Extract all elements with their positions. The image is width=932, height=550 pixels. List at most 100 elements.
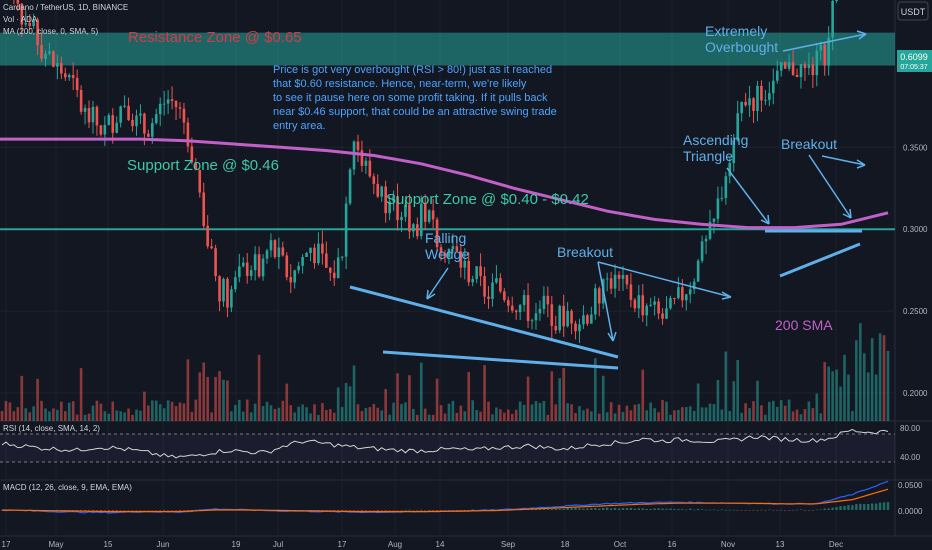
macd-hist-bar: [554, 508, 557, 510]
macd-hist-bar: [590, 508, 593, 510]
volume-bar: [641, 369, 645, 421]
volume-bar: [530, 404, 534, 421]
candle-body: [495, 278, 498, 283]
candles: [13, 0, 838, 344]
candle-body: [135, 115, 138, 127]
candle-body: [443, 253, 447, 257]
volume-bar: [253, 403, 257, 421]
macd-hist-bar: [685, 509, 688, 511]
volume-bar: [847, 374, 850, 421]
candle-body: [336, 257, 340, 279]
volume-bar: [451, 400, 455, 421]
current-price: 0.6099: [900, 52, 928, 62]
candle-body: [526, 295, 530, 322]
candle-body: [530, 320, 534, 322]
volume-bar: [459, 405, 463, 421]
macd-hist-bar: [791, 510, 795, 511]
macd-hist-bar: [704, 509, 708, 511]
volume-bar: [210, 412, 213, 421]
macd-hist-bar: [799, 509, 803, 511]
volume-bar: [487, 401, 490, 421]
y-tick-label: 0.3500: [903, 143, 928, 152]
volume-bar: [52, 408, 55, 421]
volume-bar: [32, 406, 35, 421]
macd-hist-bar: [712, 509, 716, 511]
candle-body: [344, 203, 348, 257]
candle-body: [447, 248, 451, 257]
candle-body: [431, 210, 435, 220]
volume-bar: [360, 410, 364, 421]
macd-hist-bar: [534, 509, 538, 510]
volume-bar: [538, 402, 542, 421]
candle-body: [24, 22, 28, 25]
volume-bar: [241, 411, 245, 421]
volume-bar: [819, 413, 823, 421]
candle-body: [771, 80, 775, 94]
candle-body: [154, 114, 158, 124]
volume-bar: [423, 408, 427, 421]
volume-bar: [87, 413, 91, 421]
volume-bar: [720, 409, 724, 421]
macd-hist-bar: [186, 510, 190, 511]
macd-hist-bar: [780, 509, 783, 511]
volume-bar: [554, 404, 558, 421]
macd-hist-bar: [716, 509, 720, 511]
volume-bar: [416, 414, 419, 421]
candle-body: [487, 296, 490, 299]
macd-hist-bar: [863, 504, 866, 510]
candle-body: [582, 315, 585, 325]
candle-body: [815, 50, 819, 76]
macd-hist-bar: [190, 510, 194, 511]
macd-hist-bar: [681, 509, 684, 510]
volume-bar: [546, 414, 550, 421]
macd-hist-bar: [451, 509, 455, 511]
candle-body: [716, 198, 720, 219]
candle-body: [605, 278, 609, 280]
candle-body: [214, 248, 217, 277]
macd-hist-bar: [609, 508, 613, 510]
macd-hist-bar: [396, 510, 399, 511]
candle-body: [36, 19, 39, 46]
candle-body: [265, 250, 269, 259]
volume-bar: [696, 383, 700, 421]
volume-bar: [704, 407, 708, 421]
macd-hist-bar: [435, 510, 439, 511]
volume-bar: [558, 378, 562, 421]
x-tick-label: Sep: [501, 540, 516, 549]
volume-bar: [182, 403, 186, 421]
macd-hist-bar: [143, 510, 146, 511]
candle-body: [123, 105, 126, 107]
volume-bar: [131, 414, 134, 421]
candle-body: [325, 253, 328, 268]
macd-hist-bar: [677, 509, 680, 510]
time-axis[interactable]: 17 May 15 Jun 19 Jul 17 Aug 14 Sep 18 Oct 16 Nov 13 Dec: [2, 540, 844, 549]
candle-body: [684, 294, 688, 301]
volume-bar: [119, 411, 122, 421]
volume-bar: [147, 405, 150, 421]
x-tick-label: 17: [338, 540, 347, 549]
macd-hist-bar: [803, 510, 807, 511]
chart-title: Cardano / TetherUS, 1D, BINANCE: [3, 3, 128, 12]
candle-body: [301, 256, 304, 266]
macd-hist-bar: [598, 508, 601, 510]
candle-body: [558, 305, 562, 331]
macd-hist-bar: [68, 510, 71, 511]
volume-bar: [526, 376, 530, 421]
candle-body: [99, 125, 103, 135]
candle-body: [261, 258, 265, 277]
macd-hist-bar: [542, 508, 546, 510]
candle-body: [127, 105, 130, 120]
macd-hist-bar: [661, 508, 664, 510]
volume-bar: [56, 409, 59, 421]
macd-hist-bar: [463, 510, 466, 511]
volume-bar: [665, 401, 668, 421]
volume-bar: [107, 413, 111, 421]
candle-body: [52, 51, 55, 67]
macd-hist-bar: [815, 509, 819, 511]
currency-box[interactable]: [897, 1, 929, 21]
candle-body: [760, 85, 763, 101]
macd-hist-bar: [776, 510, 779, 511]
volume-bar: [653, 408, 656, 421]
macd-hist-bar: [649, 508, 652, 510]
